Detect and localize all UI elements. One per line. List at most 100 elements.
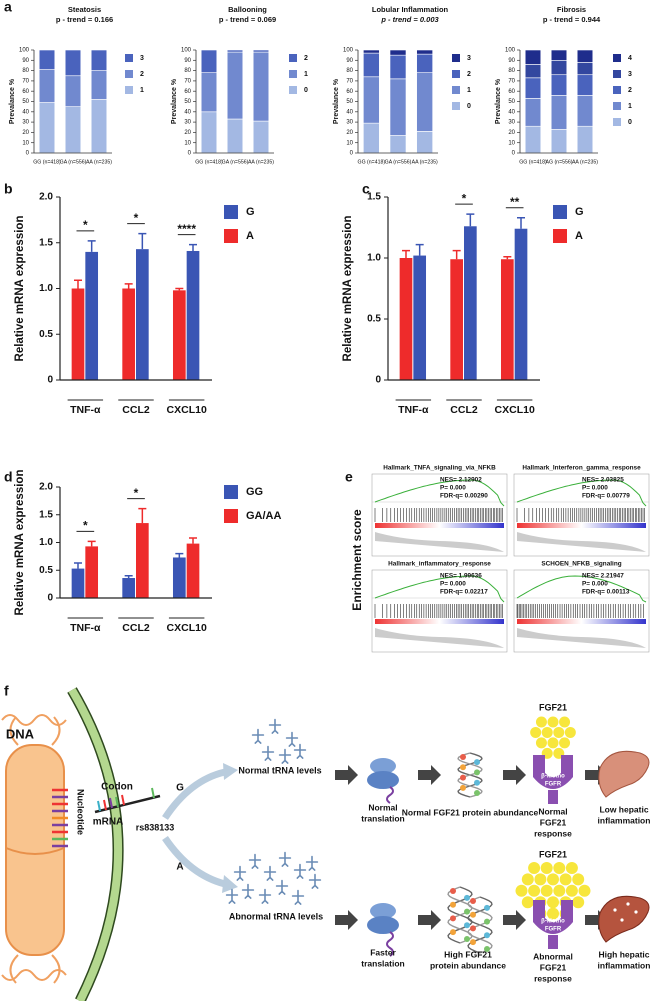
receptor-label: β-klotho — [541, 774, 565, 780]
legend-label: G — [246, 206, 255, 218]
receptor-label: FGFR — [545, 782, 562, 788]
legend-swatch — [452, 102, 460, 110]
trna-icon — [263, 865, 277, 881]
helix-bead — [450, 888, 456, 894]
x-tick-label: CXCL10 — [495, 404, 535, 416]
bar-segment — [389, 135, 407, 154]
bar-segment — [226, 51, 244, 120]
helix-bead — [460, 764, 466, 771]
y-tick-label: 90 — [184, 58, 191, 64]
bar-segment — [200, 111, 218, 154]
helix-bead — [464, 908, 470, 915]
bar — [186, 543, 200, 598]
helix-bead — [450, 901, 456, 908]
fgf21-molecule — [547, 907, 559, 920]
helix-bead — [484, 918, 490, 925]
translation-label: translation — [361, 813, 404, 823]
legend-swatch — [613, 54, 621, 62]
translation-label: translation — [361, 958, 404, 968]
y-tick-label: 50 — [346, 99, 353, 105]
significance-label: * — [83, 519, 88, 533]
ranked-metric — [517, 532, 646, 552]
legend-swatch — [613, 86, 621, 94]
y-tick-label: 0 — [375, 375, 381, 386]
y-tick-label: 60 — [508, 89, 515, 95]
bar-segment — [226, 118, 244, 154]
outcome-label: inflammation — [598, 815, 651, 825]
fgf21-molecule — [535, 716, 547, 728]
y-axis-label: Prevalance % — [9, 78, 16, 124]
plot-stat: NES= 2.12902 — [440, 477, 482, 484]
membrane — [67, 687, 124, 1001]
fgf21-molecule — [559, 873, 572, 886]
y-tick-label: 40 — [508, 109, 515, 115]
legend-swatch — [289, 54, 297, 62]
chart-title: Steatosis — [68, 5, 101, 14]
legend-label: GA/AA — [246, 510, 282, 522]
error-bar — [73, 562, 82, 569]
trna-icon — [268, 718, 282, 734]
bar-segment — [524, 64, 542, 79]
trna-icon — [251, 728, 265, 744]
y-tick-label: 10 — [346, 140, 353, 146]
allele-label: G — [176, 783, 184, 794]
y-tick-label: 1.5 — [39, 509, 53, 520]
fgf21-molecule — [528, 862, 541, 874]
y-tick-label: 0 — [26, 151, 30, 157]
bar-segment — [90, 99, 108, 154]
fgf21-molecule — [572, 873, 585, 886]
liver — [598, 750, 650, 943]
y-tick-label: 10 — [22, 140, 29, 146]
bar — [413, 255, 427, 380]
bar — [172, 557, 186, 598]
bar-segment — [64, 75, 82, 107]
y-tick-label: 40 — [346, 109, 353, 115]
plot-stat: NES= 1.99636 — [440, 573, 482, 580]
rank-gradient — [375, 523, 504, 528]
hit-barcode — [374, 508, 503, 522]
y-tick-label: 100 — [19, 48, 30, 54]
bar-segment — [38, 102, 56, 154]
y-tick-label: 70 — [184, 78, 191, 84]
allele-arrows — [162, 763, 238, 893]
significance-label: * — [462, 191, 467, 205]
significance-label: **** — [177, 222, 196, 236]
y-tick-label: 20 — [184, 130, 191, 136]
legend-label: 3 — [140, 55, 144, 62]
bar-segment — [90, 70, 108, 100]
x-tick-label: GG (n=418) — [33, 159, 61, 165]
fgf21-molecule — [534, 873, 547, 886]
bar-segment — [252, 51, 270, 122]
legend-swatch — [452, 70, 460, 78]
y-tick-label: 0 — [47, 375, 53, 386]
y-tick-label: 1.5 — [39, 237, 53, 248]
y-axis-label: Prevalance % — [171, 78, 178, 124]
trna-icon — [278, 851, 292, 867]
y-tick-label: 60 — [184, 89, 191, 95]
x-tick-label: AA (n=235) — [248, 159, 274, 165]
fgf21-molecule — [547, 873, 559, 886]
fgf21-molecule — [547, 716, 559, 728]
legend-swatch — [553, 205, 567, 219]
response-label: response — [534, 973, 572, 983]
bar-segment — [416, 53, 433, 73]
fgf21-label: FGF21 — [539, 849, 567, 859]
x-tick-label: AG (n=556) — [546, 159, 573, 165]
response-label: Abnormal — [533, 951, 573, 961]
fgf21-molecule — [535, 737, 547, 749]
hit-barcode — [516, 508, 645, 522]
y-tick-label: 0.5 — [39, 565, 53, 576]
rank-gradient — [517, 619, 646, 624]
y-tick-label: 0 — [188, 151, 192, 157]
fgf21-molecule — [553, 726, 565, 738]
trna-icon — [275, 879, 289, 895]
fgf21-molecule — [547, 896, 559, 909]
fgf21-molecule — [572, 896, 585, 909]
plot-stat: FDR-q= 0.00779 — [582, 493, 630, 500]
chart-subtitle: p - trend = 0.069 — [219, 15, 276, 24]
helix-bead — [474, 790, 480, 796]
error-bar — [189, 537, 198, 544]
mrna-label: mRNA — [93, 817, 124, 828]
chart-title: Fibrosis — [557, 5, 586, 14]
